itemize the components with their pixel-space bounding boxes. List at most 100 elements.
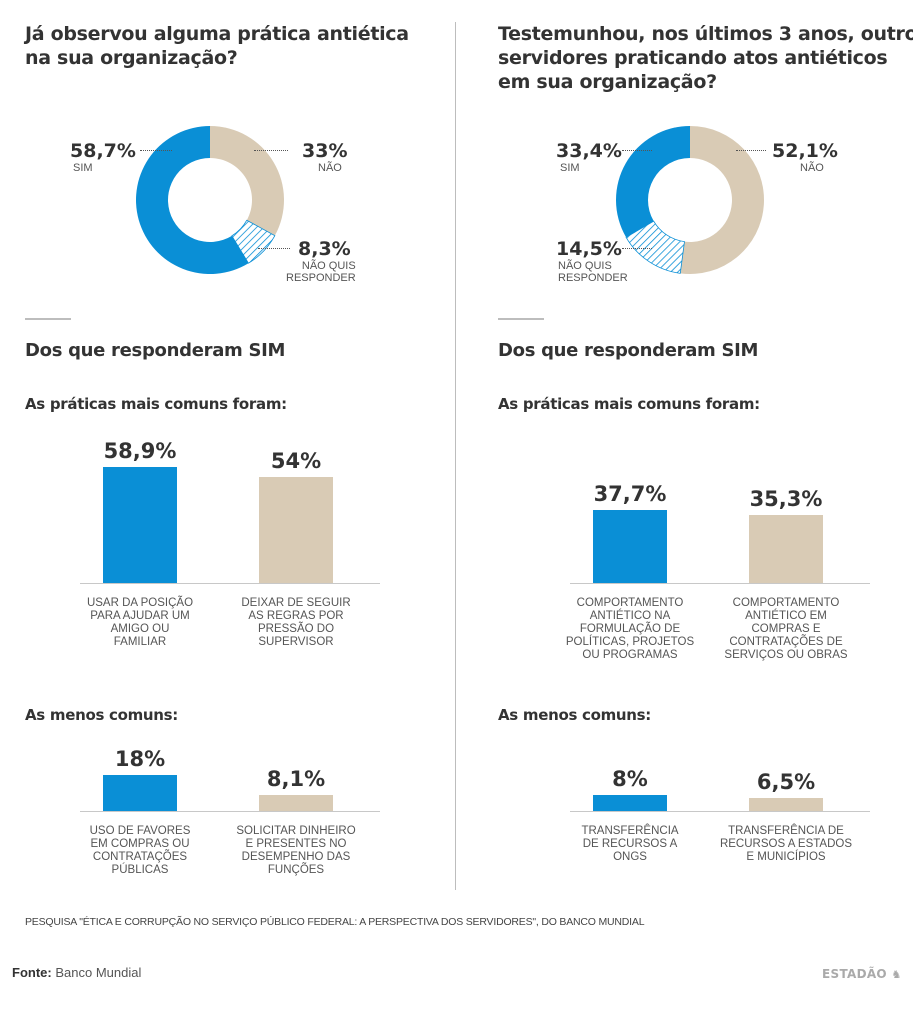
left-least-baseline [80,811,380,812]
left-common-bar-value-1: 58,9% [103,438,177,463]
left-common-bar-value-2: 54% [270,448,322,473]
right-common-bar-1 [593,509,667,583]
right-sim-value: 33,4% [556,140,622,162]
left-least-bar-label-line: CONTRATAÇÕES [92,851,188,863]
right-question-line-3: em sua organização? [498,71,717,93]
right-common-bar-value-1: 37,7% [593,481,667,506]
left-common-bar-label-line: FAMILIAR [113,636,167,648]
right-nr-label-line-1: NÃO QUIS [558,260,612,272]
left-least-bar-1 [103,775,177,811]
right-common-bar-label-line: CONTRATAÇÕES DE [729,636,843,648]
column-divider [455,22,456,890]
right-question-line-2: servidores praticando atos antiéticos [498,47,888,69]
left-common-bar-2 [259,476,333,583]
left-question-line-1: Já observou alguma prática antiética [25,23,409,45]
left-section-rule [25,318,71,320]
right-common-bar-label-line: COMPRAS E [751,623,821,635]
right-question-title: Testemunhou, nos últimos 3 anos, outro s… [498,22,913,94]
right-sim-label: SIM [560,162,580,174]
right-least-bar-1 [593,795,667,811]
left-nao-value: 33% [302,140,348,162]
left-nr-label: NÃO QUIS RESPONDER [286,260,356,284]
left-common-bar-label-line: AS REGRAS POR [248,610,344,622]
right-subhead: Dos que responderam SIM [498,340,759,361]
left-least-bar-label-line: EM COMPRAS OU [90,838,190,850]
right-least-bar-label-2: TRANSFERÊNCIA DE RECURSOS A ESTADOS E MUNI… [711,825,861,864]
right-sim-leader [622,150,652,151]
left-least-bar-2 [259,794,333,811]
left-nr-value: 8,3% [298,238,351,260]
brand-horse-icon: ♞ [891,968,902,981]
left-common-title: As práticas mais comuns foram: [25,395,287,413]
right-common-bar-2 [749,514,823,583]
left-common-bar-label-line: USAR DA POSIÇÃO [86,597,194,609]
left-least-bar-label-line: PÚBLICAS [111,864,169,876]
right-common-title: As práticas mais comuns foram: [498,395,760,413]
left-least-title: As menos comuns: [25,706,179,724]
left-donut-chart [136,126,284,274]
left-sim-leader [140,150,172,151]
right-question-line-1: Testemunhou, nos últimos 3 anos, outro [498,23,913,45]
left-least-bar-label-2: SOLICITAR DINHEIRO E PRESENTES NO DESEMPEN… [221,825,371,877]
right-least-title: As menos comuns: [498,706,652,724]
right-common-bar-label-line: ANTIÉTICO NA [589,610,671,622]
left-least-bar-label-line: SOLICITAR DINHEIRO [236,825,356,837]
right-least-bar-label-line: DE RECURSOS A [582,838,678,850]
source-line: Fonte: Banco Mundial [12,965,141,980]
left-least-bar-label-line: USO DE FAVORES [89,825,191,837]
left-common-bar-label-line: DEIXAR DE SEGUIR [241,597,351,609]
left-nao-leader [254,150,288,151]
left-common-bar-label-line: SUPERVISOR [258,636,334,648]
left-nr-leader [258,248,290,249]
left-question-title: Já observou alguma prática antiética na … [25,22,409,70]
left-donut-slice-sim [136,126,249,274]
right-donut-slice-nao [680,126,764,274]
right-common-bar-label-line: COMPORTAMENTO [732,597,840,609]
left-nao-label: NÃO [318,162,342,174]
right-common-bar-value-2: 35,3% [749,486,823,511]
left-common-bar-label-line: AMIGO OU [110,623,170,635]
left-nr-label-line-2: RESPONDER [286,272,356,284]
right-least-bar-label-line: E MUNICÍPIOS [746,851,826,863]
right-least-bar-label-line: TRANSFERÊNCIA DE [728,825,844,837]
left-common-bar-label-1: USAR DA POSIÇÃO PARA AJUDAR UM AMIGO OU FAM… [65,597,215,649]
right-nao-label: NÃO [800,162,824,174]
left-question-line-2: na sua organização? [25,47,238,69]
left-sim-label: SIM [73,162,93,174]
source-value: Banco Mundial [55,965,142,980]
left-least-bar-label-line: FUNÇÕES [267,864,325,876]
left-donut-slice-nao [210,126,284,236]
left-least-bar-value-1: 18% [114,747,166,771]
left-least-bar-label-line: E PRESENTES NO [245,838,347,850]
right-common-bar-label-line: FORMULAÇÃO DE [579,623,681,635]
right-nao-leader [736,150,766,151]
left-common-bar-1 [103,466,177,583]
right-section-rule [498,318,544,320]
brand-logo: ESTADÃO ♞ [822,967,902,981]
left-subhead: Dos que responderam SIM [25,340,286,361]
left-least-bar-chart: 18% USO DE FAVORES EM COMPRAS OU CONTRATAÇÕ… [80,730,380,876]
right-donut-chart [616,126,764,274]
left-common-bar-label-2: DEIXAR DE SEGUIR AS REGRAS POR PRESSÃO DO S… [221,597,371,649]
right-common-baseline [570,583,870,584]
right-least-bar-value-1: 8% [612,767,648,791]
right-nr-label-line-2: RESPONDER [558,272,628,284]
left-common-baseline [80,583,380,584]
right-least-bar-value-2: 6,5% [756,770,816,794]
right-least-bar-label-1: TRANSFERÊNCIA DE RECURSOS A ONGS [555,825,705,864]
left-least-bar-label-1: USO DE FAVORES EM COMPRAS OU CONTRATAÇÕES P… [65,825,215,877]
right-least-bar-label-line: RECURSOS A ESTADOS [719,838,853,850]
left-common-bar-chart: 58,9% USAR DA POSIÇÃO PARA AJUDAR UM AMIGO … [80,420,380,648]
brand-text: ESTADÃO [822,967,887,981]
right-nr-value: 14,5% [556,238,622,260]
right-common-bar-label-line: COMPORTAMENTO [576,597,684,609]
right-least-bar-label-line: ONGS [613,851,647,863]
right-common-bar-label-1: COMPORTAMENTO ANTIÉTICO NA FORMULAÇÃO DE PO… [555,597,705,662]
left-nr-label-line-1: NÃO QUIS [301,260,356,272]
right-common-bar-label-2: COMPORTAMENTO ANTIÉTICO EM COMPRAS E CONTRA… [711,597,861,662]
right-common-bar-chart: 37,7% COMPORTAMENTO ANTIÉTICO NA FORMULAÇÃO… [566,420,870,661]
left-common-bar-label-line: PRESSÃO DO [257,623,335,635]
right-nao-value: 52,1% [772,140,838,162]
right-common-bar-label-line: ANTIÉTICO EM [745,610,827,622]
left-sim-value: 58,7% [70,140,136,162]
